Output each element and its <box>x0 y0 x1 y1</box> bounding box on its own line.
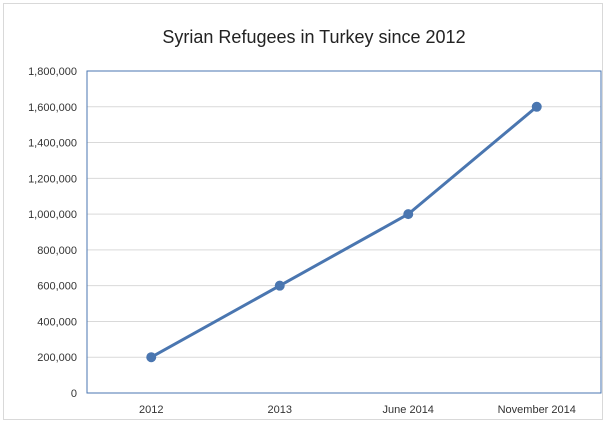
series-line <box>149 105 539 359</box>
x-tick-label: November 2014 <box>498 404 576 416</box>
y-tick-label: 1,400,000 <box>28 138 77 150</box>
y-tick-label: 1,600,000 <box>28 102 77 114</box>
y-tick-label: 1,800,000 <box>28 66 77 78</box>
x-tick-label: June 2014 <box>383 404 434 416</box>
data-point <box>403 209 414 220</box>
gridlines <box>87 106 601 358</box>
x-axis-tick-labels: 2012 2013 June 2014 November 2014 <box>139 404 576 416</box>
data-point <box>531 101 542 112</box>
chart-title: Syrian Refugees in Turkey since 2012 <box>162 27 465 47</box>
y-tick-label: 1,200,000 <box>28 173 77 185</box>
data-point <box>146 352 157 363</box>
data-point <box>274 280 285 291</box>
chart-area: Syrian Refugees in Turkey since 2012 0 20… <box>3 3 603 420</box>
plot-area-border <box>86 70 602 394</box>
y-tick-label: 1,000,000 <box>28 209 77 221</box>
y-tick-label: 400,000 <box>37 316 77 328</box>
y-tick-label: 800,000 <box>37 245 77 257</box>
x-tick-label: 2012 <box>139 404 163 416</box>
y-tick-label: 200,000 <box>37 352 77 364</box>
x-tick-label: 2013 <box>268 404 292 416</box>
series-layer <box>146 101 542 363</box>
y-tick-label: 0 <box>71 388 77 400</box>
line-chart: Syrian Refugees in Turkey since 2012 0 20… <box>28 27 602 416</box>
y-axis-tick-labels: 0 200,000 400,000 600,000 800,000 1,000,000 1,… <box>28 66 77 400</box>
y-tick-label: 600,000 <box>37 281 77 293</box>
